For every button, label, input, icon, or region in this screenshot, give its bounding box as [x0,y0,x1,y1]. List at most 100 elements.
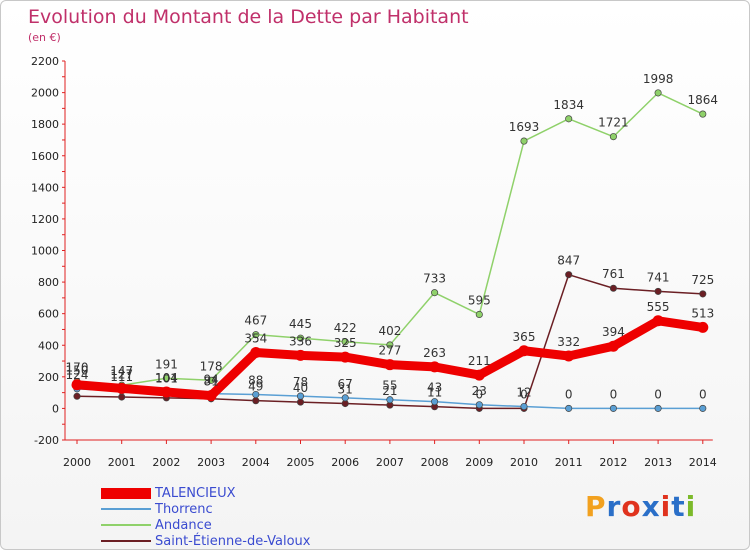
y-tick-label: 2200 [31,55,59,68]
logo-letter: o [621,490,642,523]
data-label: 127 [110,367,133,381]
data-label: 78 [293,375,308,389]
data-label: 150 [66,364,89,378]
data-label: 101 [155,371,178,385]
series-lines [71,89,709,412]
data-point [699,110,707,118]
data-point [654,287,662,295]
data-labels: 170 147 191 178 467 445 422 402 733 595 1693 1834 17… [66,72,719,402]
data-label: 1864 [688,93,719,107]
x-tick-label: 2014 [689,456,717,469]
legend-item: TALENCIEUX [101,485,310,501]
data-point [520,137,528,145]
legend-swatch [101,524,151,526]
data-point [565,115,573,123]
data-point [475,401,483,409]
data-label: 325 [334,336,357,350]
chart-title: Evolution du Montant de la Dette par Hab… [28,6,469,28]
y-tick-label: 200 [38,371,59,384]
data-point [654,404,662,412]
data-label: 0 [565,387,573,401]
data-label: 761 [602,267,625,281]
x-tick-label: 2000 [63,456,91,469]
data-label: 0 [475,387,483,401]
data-label: 67 [338,377,353,391]
data-label: 555 [647,300,670,314]
data-point [520,402,528,411]
y-tick-label: 1600 [31,150,59,163]
data-point [252,390,260,399]
data-point [252,397,260,405]
y-tick-label: 1800 [31,118,59,131]
data-label: 402 [378,324,401,338]
data-point [162,374,170,382]
logo-letter: r [606,490,622,523]
data-label: 0 [654,387,662,401]
x-tick-label: 2003 [197,456,225,469]
data-label: 81 [203,375,218,389]
data-label: 31 [338,383,353,397]
data-label: 1998 [643,72,674,86]
legend-item: Thorrenc [101,501,310,517]
legend-label: TALENCIEUX [155,485,236,501]
data-point [296,398,305,406]
data-point [699,404,707,412]
data-point [473,369,485,381]
data-label: 741 [647,270,670,284]
data-point [296,334,305,342]
data-point [609,404,617,412]
data-point [295,349,306,361]
data-point [565,404,573,412]
y-tick-label: -200 [34,434,59,447]
data-label: 263 [423,346,446,360]
data-label: 733 [423,272,446,286]
data-point [341,338,349,346]
data-label: 55 [382,379,397,393]
data-label: 12 [516,386,531,400]
data-point [652,315,664,327]
data-point [565,271,573,279]
data-point [518,345,530,357]
x-tick-label: 2013 [644,456,672,469]
chart-subtitle: (en €) [28,31,61,44]
x-tick-label: 2004 [242,456,270,469]
y-tick-label: 0 [52,402,59,415]
data-point [73,392,81,400]
x-tick-label: 2005 [287,456,315,469]
data-point [386,341,394,349]
logo-letter: t [671,490,686,523]
data-label: 88 [248,374,263,388]
data-point [252,331,260,339]
data-point [386,396,394,404]
data-point [607,340,619,352]
data-point [205,390,217,402]
x-tick-label: 2010 [510,456,538,469]
logo-letter: x [641,490,661,523]
data-label: 0 [699,387,707,401]
x-tick-label: 2009 [465,456,493,469]
y-tick-label: 1400 [31,181,59,194]
data-point [296,392,305,400]
data-point [71,379,83,391]
data-point [475,310,483,319]
x-tick-label: 2006 [331,456,359,469]
data-label: 11 [427,386,442,400]
data-label: 467 [244,314,267,328]
x-tick-label: 2011 [555,456,583,469]
data-label: 40 [293,381,308,395]
data-label: 365 [513,330,536,344]
x-tick-label: 2007 [376,456,404,469]
y-tick-label: 600 [38,308,59,321]
data-point [654,89,662,97]
legend-item: Andance [101,517,310,533]
x-tick-label: 2012 [599,456,627,469]
data-label: 336 [289,334,312,348]
data-label: 1693 [509,120,540,134]
y-tick-label: 1200 [31,213,59,226]
y-tick-label: 800 [38,276,59,289]
x-tick-label: 2001 [108,456,136,469]
data-label: 725 [691,273,714,287]
data-label: 147 [110,364,133,378]
data-point [250,347,262,359]
